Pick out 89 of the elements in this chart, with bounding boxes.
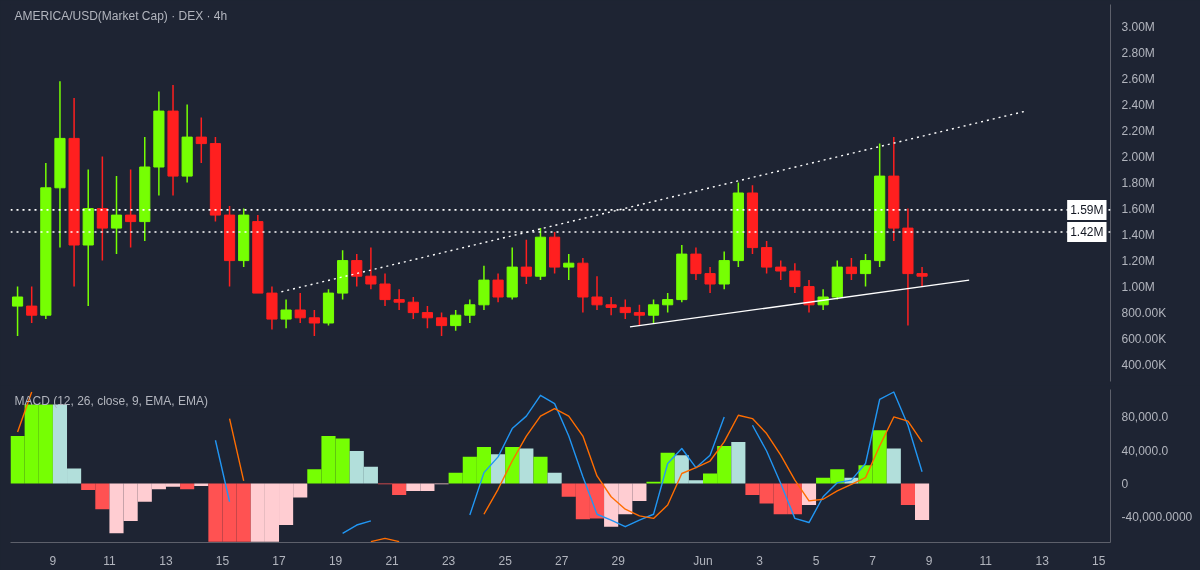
- candlestick: [280, 298, 292, 329]
- candlestick: [619, 298, 631, 320]
- candlestick: [435, 311, 448, 337]
- y-tick-label: 80,000.0: [1121, 410, 1169, 425]
- x-tick-label: 23: [441, 553, 456, 568]
- candlestick: [110, 175, 123, 255]
- candlestick: [195, 116, 207, 164]
- candlestick: [464, 298, 476, 324]
- x-tick-label: 9: [925, 553, 933, 568]
- x-tick-label: 13: [1035, 553, 1050, 568]
- ref-line-label: 1.59M: [1070, 202, 1104, 217]
- candlestick: [859, 253, 872, 288]
- y-tick-label: 400.00K: [1121, 357, 1167, 372]
- y-tick-label: 1.20M: [1121, 253, 1155, 268]
- y-tick-label: 40,000.0: [1121, 443, 1169, 458]
- y-tick-label: 2.00M: [1121, 149, 1155, 164]
- y-tick-label: 800.00K: [1121, 305, 1167, 320]
- bar: [533, 456, 548, 484]
- x-tick-label: Jun: [693, 553, 713, 568]
- candlestick: [563, 253, 575, 281]
- candlestick: [789, 262, 801, 294]
- y-tick-label: 0: [1121, 476, 1129, 491]
- y-tick-label: 2.60M: [1121, 71, 1155, 86]
- chart-title: AMERICA/USD(Market Cap) · DEX · 4h: [14, 8, 228, 23]
- x-tick-label: 11: [979, 553, 993, 568]
- candlestick: [393, 288, 405, 311]
- candlestick: [916, 266, 928, 288]
- bar: [900, 483, 915, 506]
- candlestick: [647, 298, 660, 324]
- candlestick: [11, 285, 24, 337]
- bar: [194, 483, 209, 486]
- y-tick-label: 3.00M: [1121, 19, 1155, 34]
- x-tick-label: 15: [215, 553, 230, 568]
- candlestick: [520, 239, 532, 285]
- candlestick: [591, 275, 603, 311]
- bar: [491, 454, 506, 484]
- y-tick-label: 2.40M: [1121, 97, 1155, 112]
- y-tick-label: 1.40M: [1121, 227, 1155, 242]
- candlestick: [308, 309, 320, 337]
- candlestick: [605, 296, 617, 316]
- x-tick-label: 29: [611, 553, 626, 568]
- candlestick: [704, 266, 716, 294]
- candlestick: [803, 279, 815, 314]
- x-tick-label: 5: [812, 553, 820, 568]
- x-tick-label: 27: [555, 553, 569, 568]
- x-tick-label: 25: [498, 553, 513, 568]
- candlestick: [26, 285, 38, 324]
- y-tick-label: 1.80M: [1121, 175, 1155, 190]
- bar: [915, 483, 930, 521]
- bar: [180, 483, 195, 490]
- y-tick-label: -40,000.0000: [1121, 510, 1193, 525]
- bar: [801, 483, 817, 506]
- candlestick: [718, 250, 730, 290]
- candlestick: [492, 272, 504, 303]
- candlestick: [379, 272, 391, 307]
- candlestick: [775, 259, 787, 281]
- candlestick: [662, 292, 674, 314]
- candlestick: [690, 246, 702, 281]
- bar: [731, 441, 746, 484]
- candlestick: [351, 253, 363, 288]
- x-tick-label: 19: [328, 553, 343, 568]
- x-tick-label: 13: [159, 553, 173, 568]
- candlestick: [845, 257, 857, 281]
- ref-line-label: 1.42M: [1070, 225, 1104, 239]
- bar: [547, 472, 562, 484]
- bar: [519, 448, 534, 484]
- y-tick-label: 2.20M: [1121, 123, 1155, 138]
- y-tick-label: 600.00K: [1121, 331, 1167, 346]
- candlestick: [421, 305, 433, 329]
- bar: [886, 448, 901, 484]
- bar: [505, 446, 520, 484]
- candlestick: [294, 292, 306, 324]
- x-tick-label: 11: [103, 553, 116, 568]
- candlestick: [407, 296, 419, 320]
- y-tick-label: 1.00M: [1121, 279, 1155, 294]
- candlestick: [450, 309, 462, 332]
- candlestick: [365, 246, 377, 290]
- candlestick: [96, 155, 108, 262]
- x-tick-label: 3: [756, 553, 764, 568]
- x-tick-label: 15: [1092, 553, 1106, 568]
- candlestick: [761, 240, 773, 275]
- x-tick-label: 17: [272, 553, 287, 568]
- x-tick-label: 21: [385, 553, 400, 568]
- x-tick-label: 7: [869, 553, 877, 568]
- y-tick-label: 1.60M: [1121, 201, 1155, 216]
- candlestick: [125, 168, 137, 249]
- x-tick-label: 9: [49, 553, 57, 568]
- candlestick: [633, 304, 645, 327]
- y-tick-label: 2.80M: [1121, 45, 1155, 60]
